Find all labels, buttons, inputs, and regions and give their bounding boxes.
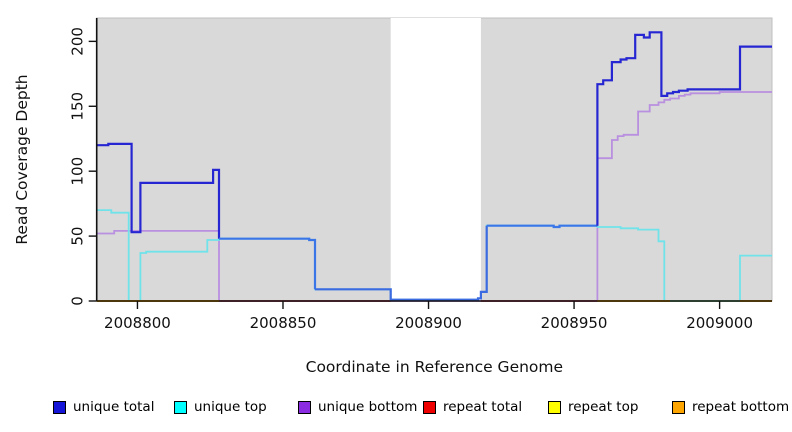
legend-swatch-unique-bottom xyxy=(298,400,311,414)
x-tick-label: 2008900 xyxy=(395,314,462,332)
x-tick-label: 2008850 xyxy=(250,314,317,332)
x-tick-label: 2008950 xyxy=(541,314,608,332)
y-axis-title: Read Coverage Depth xyxy=(13,74,31,244)
legend-item-unique-bottom: unique bottom xyxy=(298,396,417,418)
series-line-unique-total xyxy=(315,225,488,301)
legend-swatch-repeat-total xyxy=(423,400,436,414)
no-coverage-gap xyxy=(390,18,481,301)
legend-item-repeat-bottom: repeat bottom xyxy=(672,396,789,418)
legend-swatch-repeat-top xyxy=(548,400,561,414)
legend-label: unique top xyxy=(194,399,267,415)
series-line-unique-total xyxy=(219,237,317,290)
x-axis-title: Coordinate in Reference Genome xyxy=(306,358,563,376)
x-tick-label: 2008800 xyxy=(104,314,171,332)
legend-item-repeat-top: repeat top xyxy=(548,396,638,418)
series-line-unique-total xyxy=(596,31,772,226)
y-tick-label: 0 xyxy=(69,296,87,306)
series-line-unique-bottom xyxy=(96,91,772,302)
y-tick-label: 100 xyxy=(69,157,87,186)
legend-label: repeat bottom xyxy=(692,399,790,415)
legend-item-repeat-total: repeat total xyxy=(423,396,522,418)
legend-label: repeat total xyxy=(443,399,523,415)
legend-label: unique total xyxy=(73,399,155,415)
x-tick-label: 2009000 xyxy=(686,314,753,332)
legend-item-unique-top: unique top xyxy=(174,396,267,418)
legend-item-unique-total: unique total xyxy=(53,396,154,418)
series-line-unique-total xyxy=(486,224,598,229)
chart-legend: unique total unique top unique bottom repea… xyxy=(0,396,792,422)
y-tick-label: 50 xyxy=(69,227,87,246)
legend-label: unique bottom xyxy=(318,399,418,415)
legend-swatch-unique-total xyxy=(53,400,66,414)
legend-swatch-unique-top xyxy=(174,400,187,414)
series-line-unique-total xyxy=(96,142,221,239)
legend-swatch-repeat-bottom xyxy=(672,400,685,414)
y-tick-label: 150 xyxy=(69,92,87,121)
y-tick-label: 200 xyxy=(69,27,87,56)
legend-label: repeat top xyxy=(568,399,639,415)
